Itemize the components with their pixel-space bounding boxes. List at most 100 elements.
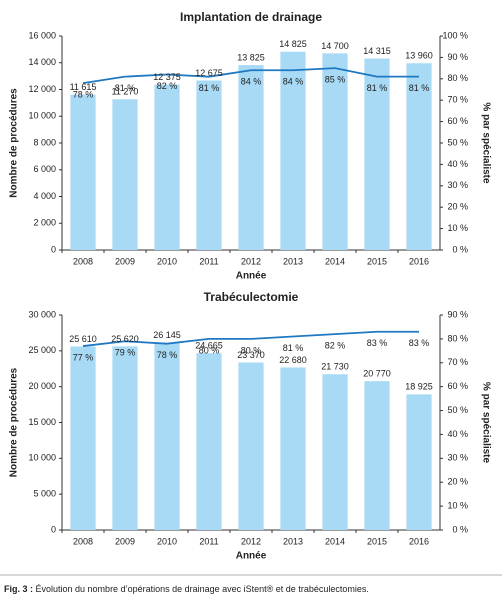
x-tick-label: 2008 — [73, 256, 93, 266]
caption: Fig. 3 : Évolution du nombre d’opération… — [4, 584, 369, 594]
y2-tick-label: 30 % — [447, 180, 468, 190]
y-tick-label: 10 000 — [28, 453, 56, 463]
line-value-label: 83 % — [367, 338, 388, 348]
bar — [70, 346, 96, 530]
y-tick-label: 0 — [51, 524, 56, 534]
line — [82, 330, 419, 347]
x-tick-label: 2013 — [283, 256, 303, 266]
chart-title: Trabéculectomie — [204, 290, 299, 304]
y2-tick-label: 90 % — [447, 52, 468, 62]
y-tick-label: 6 000 — [33, 164, 56, 174]
x-tick-label: 2016 — [409, 536, 429, 546]
line-value-label: 78 % — [73, 89, 94, 99]
y2-tick-label: 30 % — [447, 453, 468, 463]
x-tick-label: 2014 — [325, 536, 345, 546]
bar — [364, 58, 390, 250]
line-value-label: 85 % — [325, 74, 346, 84]
bar — [322, 374, 348, 530]
y-tick-label: 0 — [51, 244, 56, 254]
bar — [196, 80, 222, 250]
y2-tick-label: 10 % — [447, 223, 468, 233]
y2-tick-label: 60 % — [447, 116, 468, 126]
y2-tick-label: 100 % — [442, 30, 468, 40]
bar — [112, 99, 138, 250]
y-tick-label: 14 000 — [28, 57, 56, 67]
line-value-label: 84 % — [283, 77, 304, 87]
caption-label: Fig. 3 : — [4, 584, 33, 594]
y-tick-label: 16 000 — [28, 30, 56, 40]
bar-value-label: 14 700 — [321, 41, 349, 51]
bar — [406, 394, 432, 530]
y2-tick-label: 0 % — [452, 244, 468, 254]
x-tick-label: 2010 — [157, 536, 177, 546]
x-tick-label: 2009 — [115, 536, 135, 546]
bar-value-label: 12 375 — [153, 72, 181, 82]
y-tick-label: 15 000 — [28, 417, 56, 427]
y2-tick-label: 40 % — [447, 159, 468, 169]
bar-value-label: 14 315 — [363, 46, 391, 56]
bar — [70, 94, 96, 250]
y2-tick-label: 50 % — [447, 137, 468, 147]
line-value-label: 81 % — [409, 83, 430, 93]
y-tick-label: 25 000 — [28, 345, 56, 355]
x-tick-label: 2011 — [199, 256, 218, 266]
y-tick-label: 10 000 — [28, 111, 56, 121]
x-tick-label: 2009 — [115, 256, 135, 266]
bar-value-label: 18 925 — [405, 382, 433, 392]
bar-value-label: 22 680 — [279, 355, 307, 365]
line-value-label: 78 % — [157, 350, 178, 360]
x-tick-label: 2010 — [157, 256, 177, 266]
y-tick-label: 2 000 — [33, 218, 56, 228]
y-tick-label: 4 000 — [33, 191, 56, 201]
y2-tick-label: 70 % — [447, 95, 468, 105]
bar — [280, 367, 306, 530]
chart-title: Implantation de drainage — [180, 10, 322, 24]
y2-tick-label: 80 % — [447, 333, 468, 343]
y2-tick-label: 0 % — [452, 524, 468, 534]
bar-value-label: 13 825 — [237, 52, 265, 62]
bar-value-label: 23 370 — [237, 350, 265, 360]
y-axis-label: Nombre de procédures — [9, 88, 20, 198]
x-tick-label: 2011 — [199, 536, 218, 546]
line-value-label: 81 % — [283, 343, 304, 353]
x-tick-label: 2014 — [325, 256, 345, 266]
bar-value-label: 20 770 — [363, 369, 391, 379]
line-value-label: 84 % — [241, 77, 262, 87]
bar — [112, 346, 138, 530]
line-value-label: 80 % — [199, 345, 220, 355]
line-value-label: 81 % — [199, 83, 220, 93]
y2-tick-label: 20 % — [447, 477, 468, 487]
x-tick-label: 2008 — [73, 536, 93, 546]
y2-axis-label: % par spécialiste — [480, 102, 491, 184]
y2-tick-label: 70 % — [447, 357, 468, 367]
y-tick-label: 12 000 — [28, 84, 56, 94]
line — [82, 67, 419, 84]
y-axis-label: Nombre de procédures — [9, 367, 20, 477]
y-tick-label: 5 000 — [33, 489, 56, 499]
y2-axis-label: % par spécialiste — [480, 382, 491, 464]
y-tick-label: 8 000 — [33, 137, 56, 147]
bar — [154, 342, 180, 530]
bar — [322, 53, 348, 251]
x-tick-label: 2015 — [367, 536, 387, 546]
y2-tick-label: 40 % — [447, 429, 468, 439]
line-value-label: 82 % — [325, 340, 346, 350]
x-tick-label: 2013 — [283, 536, 303, 546]
bar-value-label: 12 675 — [195, 68, 223, 78]
bar — [364, 381, 390, 530]
line-value-label: 82 % — [157, 81, 178, 91]
bar — [238, 65, 264, 250]
x-tick-label: 2012 — [241, 536, 261, 546]
x-tick-label: 2012 — [241, 256, 261, 266]
y2-tick-label: 20 % — [447, 202, 468, 212]
caption-text: Évolution du nombre d’opérations de drai… — [36, 584, 369, 594]
bar-value-label: 11 615 — [70, 82, 97, 92]
y2-tick-label: 90 % — [447, 309, 468, 319]
bar — [196, 353, 222, 530]
x-tick-label: 2015 — [367, 256, 387, 266]
bar-value-label: 25 610 — [69, 334, 97, 344]
x-axis-label: Année — [236, 271, 267, 282]
bar — [154, 84, 180, 250]
y2-tick-label: 60 % — [447, 381, 468, 391]
